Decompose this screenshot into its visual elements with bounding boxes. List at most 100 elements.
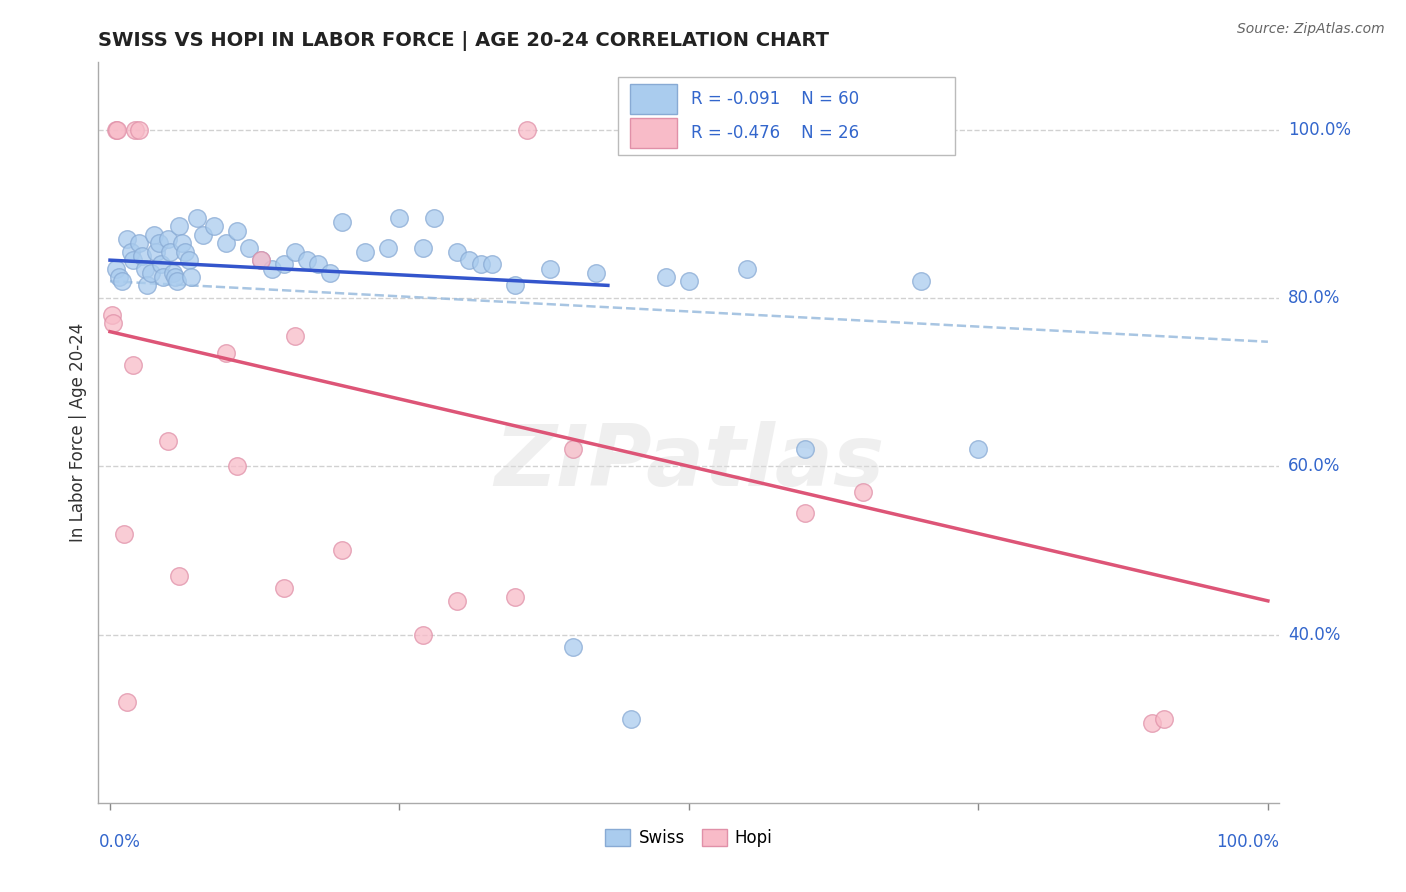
- Point: [295, 253, 318, 268]
- Point: [503, 590, 526, 604]
- Point: [104, 122, 127, 136]
- Point: [262, 261, 284, 276]
- Point: [169, 219, 191, 234]
- Text: R = -0.091    N = 60: R = -0.091 N = 60: [692, 90, 859, 108]
- Point: [377, 240, 399, 255]
- Text: R = -0.476    N = 26: R = -0.476 N = 26: [692, 124, 859, 142]
- Point: [446, 594, 468, 608]
- Point: [101, 308, 124, 322]
- Text: Source: ZipAtlas.com: Source: ZipAtlas.com: [1237, 22, 1385, 37]
- Point: [186, 211, 208, 225]
- Point: [215, 236, 238, 251]
- Point: [516, 122, 538, 136]
- Point: [273, 581, 295, 595]
- Point: [319, 266, 342, 280]
- Text: 0.0%: 0.0%: [98, 833, 141, 851]
- Point: [139, 266, 162, 280]
- Point: [124, 122, 146, 136]
- Point: [226, 224, 249, 238]
- FancyBboxPatch shape: [619, 78, 955, 155]
- Point: [148, 236, 170, 251]
- Point: [162, 266, 184, 280]
- FancyBboxPatch shape: [630, 84, 678, 114]
- Point: [967, 442, 990, 457]
- Text: 60.0%: 60.0%: [1288, 458, 1340, 475]
- Legend: Swiss, Hopi: Swiss, Hopi: [599, 822, 779, 854]
- Point: [470, 257, 492, 271]
- Point: [177, 253, 200, 268]
- Point: [307, 257, 329, 271]
- Point: [131, 249, 153, 263]
- Point: [156, 232, 179, 246]
- Point: [678, 274, 700, 288]
- Point: [149, 257, 172, 271]
- Point: [458, 253, 481, 268]
- Point: [226, 459, 249, 474]
- Point: [284, 244, 307, 259]
- Point: [202, 219, 225, 234]
- Point: [159, 244, 181, 259]
- Point: [330, 215, 353, 229]
- Point: [104, 261, 127, 276]
- Point: [122, 359, 145, 373]
- Point: [423, 211, 446, 225]
- Point: [128, 236, 150, 251]
- Point: [793, 442, 815, 457]
- Point: [1140, 715, 1163, 730]
- Point: [163, 270, 186, 285]
- Point: [143, 227, 166, 242]
- Text: ZIPatlas: ZIPatlas: [494, 421, 884, 504]
- Text: 100.0%: 100.0%: [1288, 120, 1351, 139]
- Point: [128, 122, 150, 136]
- Point: [249, 253, 271, 268]
- Point: [655, 270, 678, 285]
- Point: [110, 274, 132, 288]
- Point: [284, 329, 307, 343]
- Point: [412, 627, 434, 641]
- Point: [103, 316, 125, 330]
- FancyBboxPatch shape: [630, 119, 678, 148]
- Point: [620, 712, 643, 726]
- Point: [108, 270, 131, 285]
- Point: [330, 543, 353, 558]
- Point: [169, 568, 191, 582]
- Point: [136, 278, 159, 293]
- Point: [388, 211, 411, 225]
- Point: [503, 278, 526, 293]
- Point: [238, 240, 260, 255]
- Point: [120, 244, 142, 259]
- Point: [273, 257, 295, 271]
- Point: [112, 526, 135, 541]
- Point: [215, 345, 238, 359]
- Point: [180, 270, 202, 285]
- Point: [105, 122, 128, 136]
- Point: [174, 244, 197, 259]
- Text: 100.0%: 100.0%: [1216, 833, 1279, 851]
- Point: [562, 640, 585, 655]
- Point: [156, 434, 179, 448]
- Point: [585, 266, 607, 280]
- Point: [446, 244, 468, 259]
- Point: [735, 261, 758, 276]
- Point: [152, 270, 174, 285]
- Point: [145, 244, 167, 259]
- Point: [412, 240, 434, 255]
- Point: [249, 253, 271, 268]
- Point: [353, 244, 375, 259]
- Point: [134, 261, 156, 276]
- Point: [122, 253, 145, 268]
- Point: [852, 484, 875, 499]
- Point: [117, 695, 139, 709]
- Text: 40.0%: 40.0%: [1288, 625, 1340, 643]
- Point: [793, 506, 815, 520]
- Point: [191, 227, 214, 242]
- Text: 80.0%: 80.0%: [1288, 289, 1340, 307]
- Y-axis label: In Labor Force | Age 20-24: In Labor Force | Age 20-24: [69, 323, 87, 542]
- Point: [481, 257, 503, 271]
- Point: [117, 232, 139, 246]
- Point: [1153, 712, 1175, 726]
- Point: [910, 274, 932, 288]
- Point: [562, 442, 585, 457]
- Point: [538, 261, 561, 276]
- Point: [166, 274, 188, 288]
